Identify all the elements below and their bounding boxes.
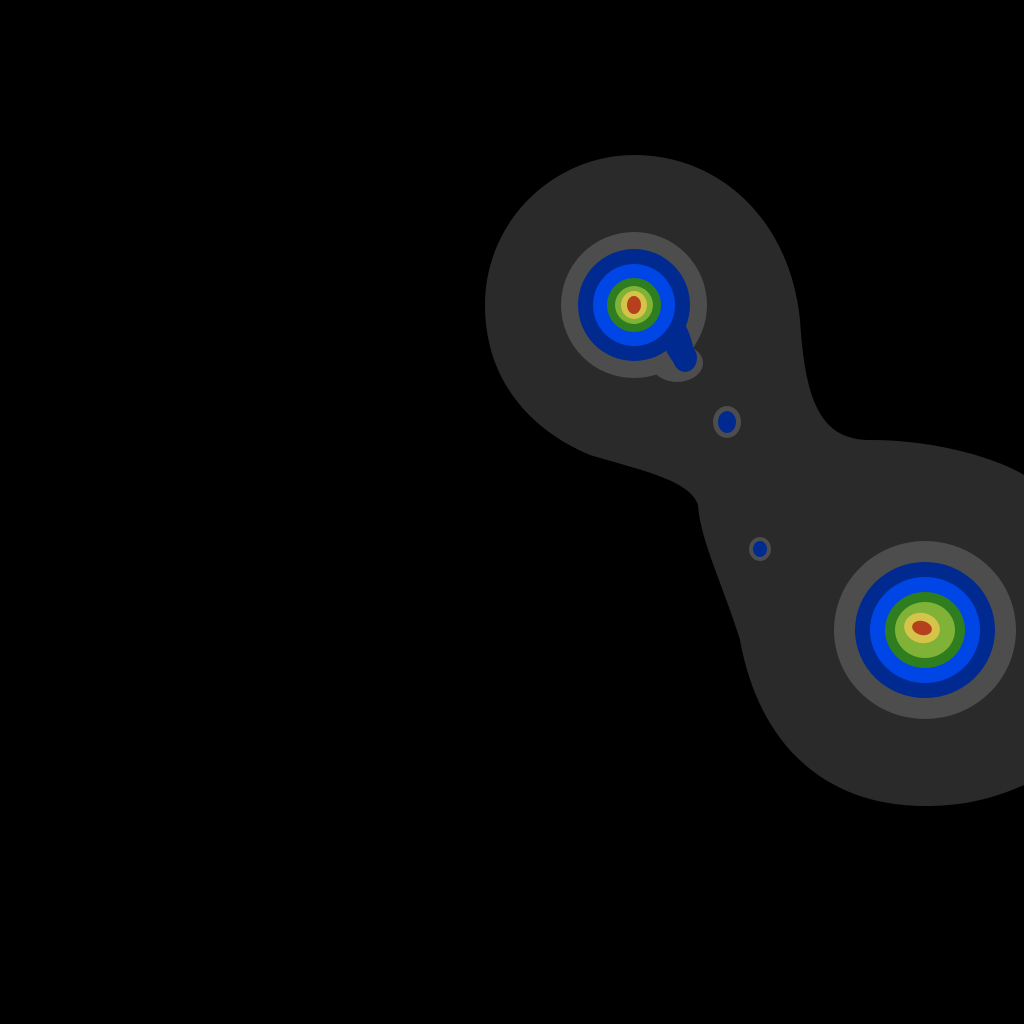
- contour-band-level-3: [753, 541, 767, 557]
- source-isolated-blob-b: [749, 537, 771, 561]
- contour-band-level-3: [718, 411, 736, 433]
- source-upper-left-peak: [561, 232, 707, 378]
- source-satellite-near-upper-peak: [673, 344, 697, 372]
- contour-band-level-8: [627, 296, 641, 314]
- contour-band-level-3: [673, 344, 697, 372]
- contour-band-level-8: [912, 620, 932, 636]
- source-lower-right-peak: [834, 541, 1016, 719]
- contour-layers: [561, 232, 1016, 719]
- source-isolated-blob-a: [713, 406, 741, 438]
